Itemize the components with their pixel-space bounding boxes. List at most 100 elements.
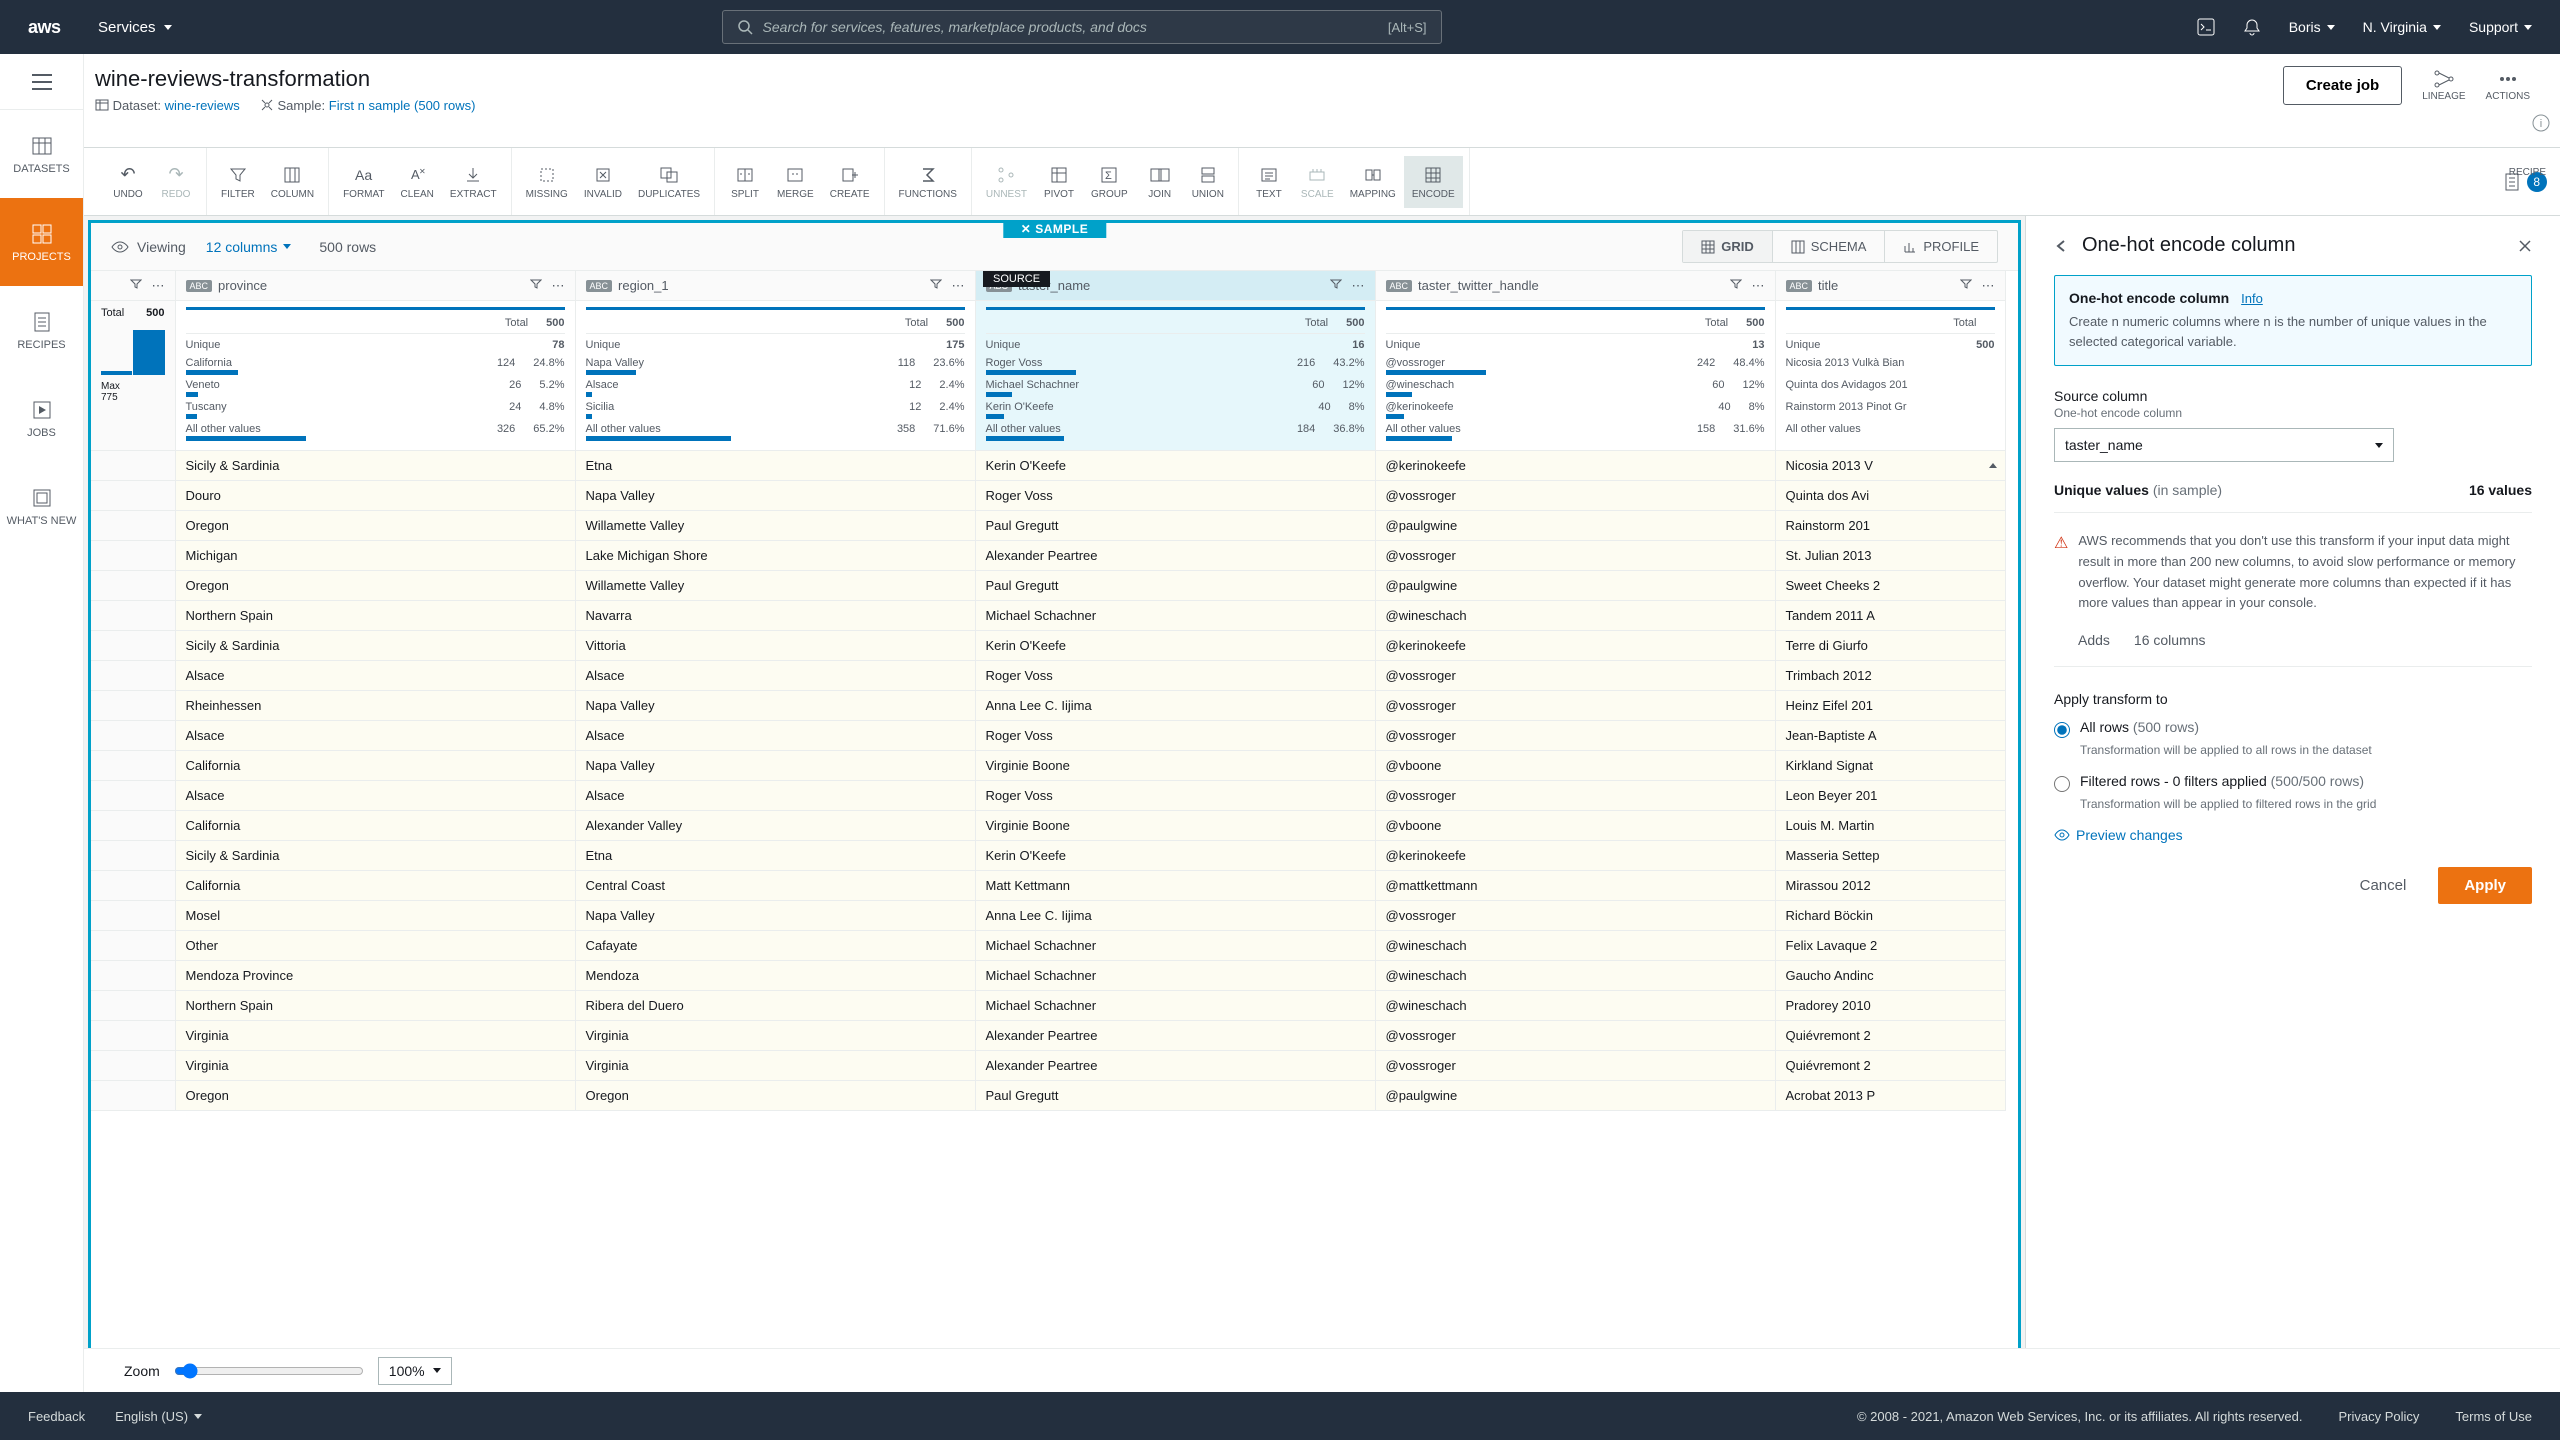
- table-row[interactable]: OregonWillamette ValleyPaul Gregutt@paul…: [91, 511, 2005, 541]
- table-row[interactable]: MoselNapa ValleyAnna Lee C. Iijima@vossr…: [91, 901, 2005, 931]
- cancel-button[interactable]: Cancel: [2346, 867, 2421, 904]
- clean-button[interactable]: A✕CLEAN: [393, 156, 442, 208]
- region-menu[interactable]: N. Virginia: [2363, 19, 2441, 35]
- aws-logo[interactable]: aws: [28, 15, 68, 39]
- unnest-button[interactable]: UNNEST: [978, 156, 1035, 208]
- user-menu[interactable]: Boris: [2289, 19, 2335, 35]
- table-row[interactable]: Northern SpainRibera del DueroMichael Sc…: [91, 991, 2005, 1021]
- filter-icon[interactable]: [530, 278, 542, 290]
- pivot-button[interactable]: PIVOT: [1035, 156, 1083, 208]
- table-row[interactable]: AlsaceAlsaceRoger Voss@vossrogerLeon Bey…: [91, 781, 2005, 811]
- actions-button[interactable]: ACTIONS: [2486, 69, 2530, 102]
- table-row[interactable]: DouroNapa ValleyRoger Voss@vossrogerQuin…: [91, 481, 2005, 511]
- table-row[interactable]: Sicily & SardiniaVittoriaKerin O'Keefe@k…: [91, 631, 2005, 661]
- nav-recipes[interactable]: RECIPES: [0, 286, 83, 374]
- table-row[interactable]: Northern SpainNavarraMichael Schachner@w…: [91, 601, 2005, 631]
- missing-button[interactable]: MISSING: [518, 156, 576, 208]
- table-row[interactable]: OregonWillamette ValleyPaul Gregutt@paul…: [91, 571, 2005, 601]
- encode-button[interactable]: ENCODE: [1404, 156, 1463, 208]
- lineage-button[interactable]: LINEAGE: [2422, 69, 2465, 102]
- filter-button[interactable]: FILTER: [213, 156, 263, 208]
- merge-button[interactable]: MERGE: [769, 156, 822, 208]
- services-menu[interactable]: Services: [98, 19, 172, 36]
- undo-button[interactable]: ↶UNDO: [104, 156, 152, 208]
- table-row[interactable]: CaliforniaNapa ValleyVirginie Boone@vboo…: [91, 751, 2005, 781]
- filter-icon[interactable]: [1330, 278, 1342, 290]
- column-menu-icon[interactable]: ⋯: [152, 278, 165, 294]
- table-row[interactable]: CaliforniaAlexander ValleyVirginie Boone…: [91, 811, 2005, 841]
- language-select[interactable]: English (US): [115, 1409, 202, 1424]
- column-menu-icon[interactable]: ⋯: [1352, 278, 1365, 294]
- column-menu-icon[interactable]: ⋯: [952, 278, 965, 294]
- schema-tab[interactable]: SCHEMA: [1773, 231, 1886, 262]
- grid-tab[interactable]: GRID: [1683, 231, 1773, 262]
- scale-button[interactable]: SCALE: [1293, 156, 1342, 208]
- zoom-slider[interactable]: [174, 1363, 364, 1379]
- column-button[interactable]: COLUMN: [263, 156, 322, 208]
- privacy-link[interactable]: Privacy Policy: [2339, 1409, 2420, 1424]
- filter-icon[interactable]: [1960, 278, 1972, 290]
- filter-icon[interactable]: [1730, 278, 1742, 290]
- close-panel-button[interactable]: [2518, 239, 2532, 253]
- table-row[interactable]: AlsaceAlsaceRoger Voss@vossrogerJean-Bap…: [91, 721, 2005, 751]
- union-button[interactable]: UNION: [1184, 156, 1232, 208]
- table-row[interactable]: OtherCafayateMichael Schachner@wineschac…: [91, 931, 2005, 961]
- nav-jobs[interactable]: JOBS: [0, 374, 83, 462]
- table-row[interactable]: VirginiaVirginiaAlexander Peartree@vossr…: [91, 1051, 2005, 1081]
- support-menu[interactable]: Support: [2469, 19, 2532, 35]
- source-column-select[interactable]: taster_name: [2054, 428, 2394, 462]
- split-button[interactable]: SPLIT: [721, 156, 769, 208]
- duplicates-button[interactable]: DUPLICATES: [630, 156, 708, 208]
- dataset-link[interactable]: wine-reviews: [165, 98, 240, 113]
- group-button[interactable]: ΣGROUP: [1083, 156, 1136, 208]
- notifications-icon[interactable]: [2243, 18, 2261, 36]
- create-job-button[interactable]: Create job: [2283, 66, 2402, 105]
- terms-link[interactable]: Terms of Use: [2455, 1409, 2532, 1424]
- column-menu-icon[interactable]: ⋯: [1752, 278, 1765, 294]
- table-row[interactable]: AlsaceAlsaceRoger Voss@vossrogerTrimbach…: [91, 661, 2005, 691]
- format-button[interactable]: AaFORMAT: [335, 156, 392, 208]
- radio-filtered-rows[interactable]: Filtered rows - 0 filters applied (500/5…: [2054, 773, 2532, 792]
- nav-toggle[interactable]: [0, 54, 83, 110]
- table-row[interactable]: Sicily & SardiniaEtnaKerin O'Keefe@kerin…: [91, 451, 2005, 481]
- filter-icon[interactable]: [130, 278, 142, 290]
- info-link[interactable]: Info: [2241, 291, 2263, 306]
- search-input[interactable]: [763, 19, 1388, 35]
- more-icon: [2497, 69, 2519, 89]
- table-row[interactable]: MichiganLake Michigan ShoreAlexander Pea…: [91, 541, 2005, 571]
- apply-button[interactable]: Apply: [2438, 867, 2532, 904]
- column-menu-icon[interactable]: ⋯: [552, 278, 565, 294]
- invalid-button[interactable]: INVALID: [576, 156, 630, 208]
- radio-all-rows[interactable]: All rows (500 rows): [2054, 719, 2532, 738]
- column-menu-icon[interactable]: ⋯: [1982, 278, 1995, 294]
- table-row[interactable]: Sicily & SardiniaEtnaKerin O'Keefe@kerin…: [91, 841, 2005, 871]
- cloudshell-icon[interactable]: [2197, 18, 2215, 36]
- functions-button[interactable]: FUNCTIONS: [891, 156, 965, 208]
- profile-tab[interactable]: PROFILE: [1885, 231, 1997, 262]
- table-row[interactable]: Mendoza ProvinceMendozaMichael Schachner…: [91, 961, 2005, 991]
- columns-dropdown[interactable]: 12 columns: [206, 239, 292, 255]
- feedback-link[interactable]: Feedback: [28, 1409, 85, 1424]
- filter-icon[interactable]: [930, 278, 942, 290]
- nav-projects[interactable]: PROJECTS: [0, 198, 83, 286]
- redo-button[interactable]: ↷REDO: [152, 156, 200, 208]
- extract-button[interactable]: EXTRACT: [442, 156, 505, 208]
- table-row[interactable]: VirginiaVirginiaAlexander Peartree@vossr…: [91, 1021, 2005, 1051]
- mapping-button[interactable]: MAPPING: [1342, 156, 1404, 208]
- nav-whatsnew[interactable]: WHAT'S NEW: [0, 462, 83, 550]
- zoom-select[interactable]: 100%: [378, 1357, 452, 1385]
- text-button[interactable]: TEXT: [1245, 156, 1293, 208]
- back-button[interactable]: [2054, 239, 2068, 253]
- join-button[interactable]: JOIN: [1136, 156, 1184, 208]
- create-button[interactable]: CREATE: [822, 156, 878, 208]
- recipe-button[interactable]: 8: [2495, 156, 2555, 208]
- search-shortcut: [Alt+S]: [1388, 20, 1427, 35]
- global-search[interactable]: [Alt+S]: [722, 10, 1442, 44]
- nav-datasets[interactable]: DATASETS: [0, 110, 83, 198]
- table-row[interactable]: OregonOregonPaul Gregutt@paulgwineAcroba…: [91, 1081, 2005, 1111]
- info-icon[interactable]: i: [2532, 114, 2550, 132]
- table-row[interactable]: RheinhessenNapa ValleyAnna Lee C. Iijima…: [91, 691, 2005, 721]
- preview-changes-link[interactable]: Preview changes: [2054, 827, 2532, 843]
- sample-link[interactable]: First n sample (500 rows): [329, 98, 476, 113]
- table-row[interactable]: CaliforniaCentral CoastMatt Kettmann@mat…: [91, 871, 2005, 901]
